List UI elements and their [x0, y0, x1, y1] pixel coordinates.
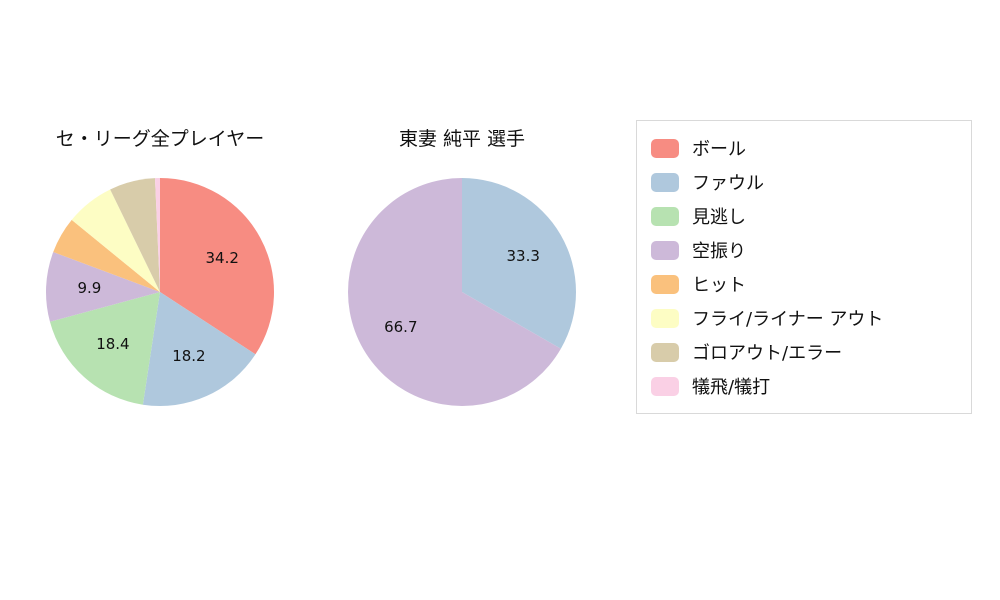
- legend-label: ゴロアウト/エラー: [692, 343, 843, 364]
- pie-value-label: 33.3: [506, 247, 539, 265]
- legend-item: ゴロアウト/エラー: [651, 335, 957, 369]
- pie-chart-player: 東妻 純平 選手 33.3 66.7: [322, 126, 602, 408]
- legend-item: 見逃し: [651, 199, 957, 233]
- legend-item: 空振り: [651, 233, 957, 267]
- pie-svg-player: 33.3 66.7: [348, 178, 577, 406]
- pie-slice: [71, 189, 160, 292]
- legend-item: フライ/ライナー アウト: [651, 301, 957, 335]
- legend-swatch-icon: [651, 308, 679, 328]
- pie-value-label: 34.2: [205, 249, 238, 267]
- legend-swatch-icon: [651, 240, 679, 260]
- pie-slice: [142, 292, 256, 407]
- legend-label: 犠飛/犠打: [692, 377, 771, 398]
- legend-item: ファウル: [651, 165, 957, 199]
- pie-svg-league: 34.2 18.2 18.4 9.9: [46, 178, 275, 407]
- pie-slice: [110, 178, 160, 292]
- chart-title-league: セ・リーグ全プレイヤー: [55, 128, 265, 150]
- pie-slice: [49, 292, 161, 405]
- pie-value-label: 9.9: [77, 279, 101, 297]
- pie-slice: [462, 178, 577, 349]
- legend-item: ボール: [651, 131, 957, 165]
- legend-label: ボール: [692, 139, 746, 160]
- legend-label: ヒット: [692, 275, 746, 296]
- pie-slice: [154, 178, 160, 292]
- pie-slice: [53, 219, 161, 292]
- legend-swatch-icon: [651, 376, 679, 396]
- legend-label: フライ/ライナー アウト: [692, 309, 884, 330]
- pie-chart-league: セ・リーグ全プレイヤー 34.2 18.2 18.4 9.9: [20, 126, 300, 408]
- legend-swatch-icon: [651, 138, 679, 158]
- pie-value-label: 18.2: [172, 347, 205, 365]
- pie-slice: [160, 178, 275, 355]
- legend-swatch-icon: [651, 274, 679, 294]
- pie-value-label: 66.7: [384, 318, 417, 336]
- pie-slice: [46, 252, 161, 322]
- legend: ボールファウル見逃し空振りヒットフライ/ライナー アウト ゴロアウト/エラー 犠飛/…: [636, 120, 972, 414]
- legend-label: 空振り: [692, 241, 746, 262]
- pie-value-label: 18.4: [96, 335, 129, 353]
- pie-slice: [348, 178, 561, 406]
- legend-swatch-icon: [651, 206, 679, 226]
- legend-swatch-icon: [651, 172, 679, 192]
- legend-label: ファウル: [692, 173, 764, 194]
- legend-item: 犠飛/犠打: [651, 369, 957, 403]
- legend-label: 見逃し: [692, 207, 746, 228]
- legend-swatch-icon: [651, 342, 679, 362]
- chart-title-player: 東妻 純平 選手: [398, 128, 526, 150]
- legend-item: ヒット: [651, 267, 957, 301]
